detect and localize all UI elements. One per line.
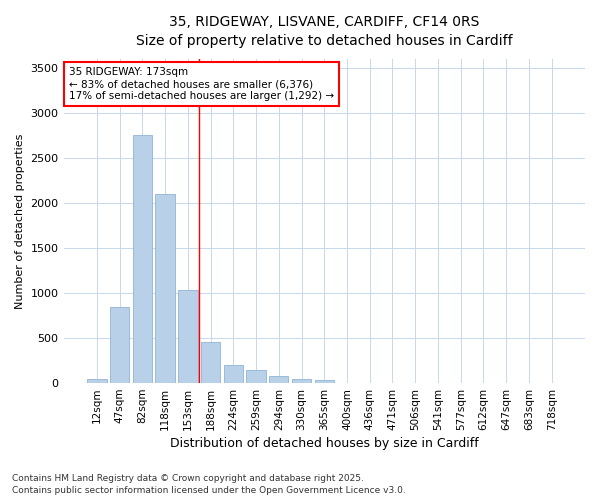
Bar <box>133 135 152 383</box>
Bar <box>178 290 197 383</box>
Bar <box>292 378 311 383</box>
Bar <box>247 370 266 383</box>
Bar <box>269 376 289 383</box>
Title: 35, RIDGEWAY, LISVANE, CARDIFF, CF14 0RS
Size of property relative to detached h: 35, RIDGEWAY, LISVANE, CARDIFF, CF14 0RS… <box>136 15 512 48</box>
Y-axis label: Number of detached properties: Number of detached properties <box>15 134 25 309</box>
Bar <box>87 378 107 383</box>
Bar <box>201 342 220 383</box>
Bar <box>155 194 175 383</box>
Text: 35 RIDGEWAY: 173sqm
← 83% of detached houses are smaller (6,376)
17% of semi-det: 35 RIDGEWAY: 173sqm ← 83% of detached ho… <box>69 68 334 100</box>
Bar <box>314 380 334 383</box>
X-axis label: Distribution of detached houses by size in Cardiff: Distribution of detached houses by size … <box>170 437 479 450</box>
Bar <box>224 365 243 383</box>
Text: Contains HM Land Registry data © Crown copyright and database right 2025.
Contai: Contains HM Land Registry data © Crown c… <box>12 474 406 495</box>
Bar <box>110 306 130 383</box>
